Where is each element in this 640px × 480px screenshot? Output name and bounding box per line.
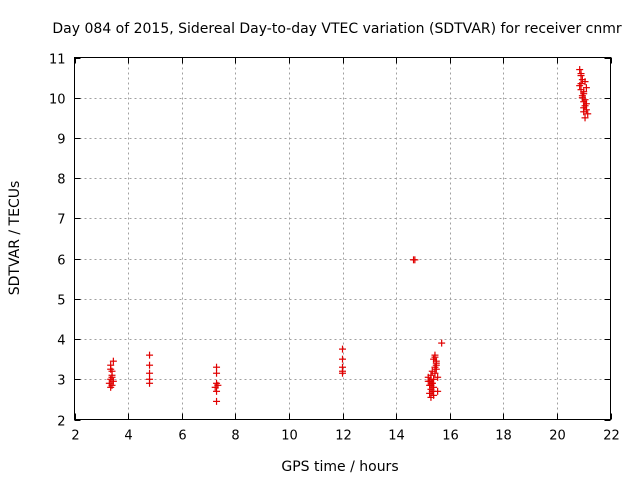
grid-layer — [74, 57, 611, 420]
data-point — [213, 397, 221, 405]
x-axis-title: GPS time / hours — [281, 459, 398, 475]
data-point — [428, 379, 436, 387]
y-tick-label: 9 — [57, 133, 65, 148]
data-point — [434, 387, 442, 395]
data-point — [339, 355, 346, 363]
x-tick-label: 2 — [71, 429, 79, 444]
data-point — [580, 108, 588, 116]
y-tick-label: 10 — [49, 93, 66, 108]
data-point — [576, 66, 584, 74]
data-point — [107, 365, 115, 373]
x-tick-label: 10 — [281, 429, 298, 444]
data-point — [213, 387, 221, 395]
y-tick-label: 5 — [57, 294, 65, 309]
x-tick-label: 12 — [335, 429, 352, 444]
y-tick-label: 8 — [57, 173, 65, 188]
data-point — [107, 383, 115, 391]
data-point — [108, 373, 116, 381]
y-tick-label: 4 — [57, 334, 65, 349]
data-point — [582, 84, 590, 92]
x-tick-label: 4 — [124, 429, 132, 444]
data-point — [576, 82, 584, 90]
data-point — [424, 373, 432, 381]
y-tick-label: 6 — [57, 254, 65, 269]
data-point — [146, 369, 154, 377]
y-tick-label: 7 — [57, 213, 65, 228]
x-tick-label: 6 — [178, 429, 186, 444]
data-point — [581, 78, 589, 86]
data-point — [431, 353, 439, 361]
data-point — [146, 361, 154, 369]
x-tick-label: 8 — [231, 429, 239, 444]
y-tick-label: 11 — [49, 53, 66, 68]
data-point — [434, 373, 442, 381]
data-point — [432, 357, 440, 365]
y-tick-label: 3 — [57, 374, 65, 389]
data-point — [213, 363, 221, 371]
y-tick-label: 2 — [57, 415, 65, 430]
chart-title: Day 084 of 2015, Sidereal Day-to-day VTE… — [52, 21, 621, 37]
data-points — [105, 66, 592, 405]
plot-frame — [74, 57, 611, 420]
data-point — [213, 369, 221, 377]
x-tick-label: 22 — [603, 429, 620, 444]
data-point — [146, 379, 154, 387]
data-point — [577, 70, 585, 78]
data-point — [411, 256, 419, 264]
data-point — [109, 357, 117, 365]
data-point — [109, 377, 117, 385]
data-point — [578, 92, 586, 100]
x-tick-label: 18 — [495, 429, 512, 444]
x-tick-label: 16 — [442, 429, 459, 444]
x-tick-label: 14 — [388, 429, 405, 444]
data-point — [581, 114, 589, 122]
data-point — [146, 351, 154, 359]
x-tick-label: 20 — [549, 429, 566, 444]
tick-layer — [74, 57, 612, 421]
data-point — [214, 381, 222, 389]
data-point — [430, 391, 438, 399]
data-point — [339, 369, 346, 377]
data-point — [339, 345, 346, 353]
data-point — [580, 88, 588, 96]
data-point — [431, 369, 439, 377]
data-point — [438, 339, 446, 347]
y-axis-title: SDTVAR / TECUs — [7, 181, 23, 296]
data-point — [584, 110, 592, 118]
data-point — [432, 365, 440, 373]
